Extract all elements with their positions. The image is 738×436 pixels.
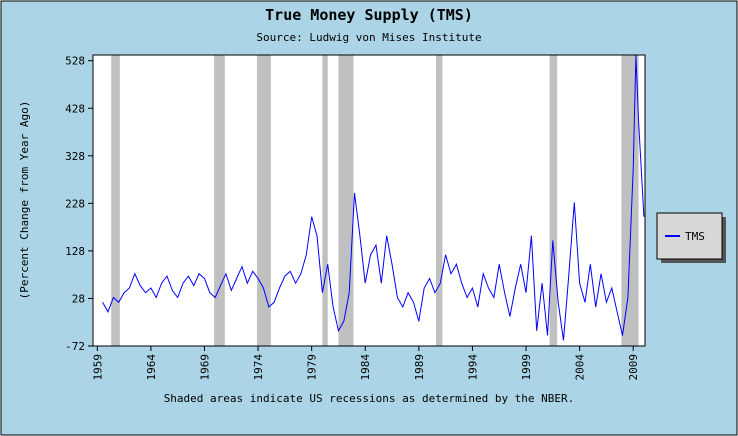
chart-title: True Money Supply (TMS)	[265, 6, 473, 24]
plot-area	[93, 55, 645, 346]
y-tick-label: 428	[65, 102, 85, 115]
x-tick-label: 2004	[574, 354, 587, 381]
x-tick-label: 1994	[466, 354, 479, 381]
recession-band	[214, 55, 225, 346]
recession-band	[549, 55, 558, 346]
x-tick-label: 1974	[252, 354, 265, 381]
x-tick-label: 2009	[627, 354, 640, 381]
x-tick-label: 1964	[145, 354, 158, 381]
y-tick-label: -72	[65, 340, 85, 353]
x-tick-label: 1979	[306, 354, 319, 381]
legend-label: TMS	[685, 230, 705, 243]
recession-band	[621, 55, 639, 346]
y-tick-label: 228	[65, 197, 85, 210]
x-tick-label: 1959	[91, 354, 104, 381]
y-tick-label: 28	[72, 292, 85, 305]
y-tick-label: 328	[65, 150, 85, 163]
x-tick-label: 1984	[359, 354, 372, 381]
recession-band	[338, 55, 354, 346]
x-tick-label: 1999	[520, 354, 533, 381]
chart-subtitle: Source: Ludwig von Mises Institute	[256, 31, 481, 44]
recession-band	[435, 55, 443, 346]
y-tick-label: 128	[65, 245, 85, 258]
x-tick-label: 1989	[413, 354, 426, 381]
plot-border	[92, 54, 646, 347]
x-axis-label: Shaded areas indicate US recessions as d…	[164, 392, 575, 405]
recession-band	[322, 55, 328, 346]
recession-band	[256, 55, 271, 346]
y-axis-label: (Percent Change from Year Ago)	[18, 101, 31, 300]
y-tick-label: 528	[65, 55, 85, 68]
series-line	[102, 54, 645, 341]
x-tick-label: 1969	[198, 354, 211, 381]
recession-band	[111, 55, 120, 346]
